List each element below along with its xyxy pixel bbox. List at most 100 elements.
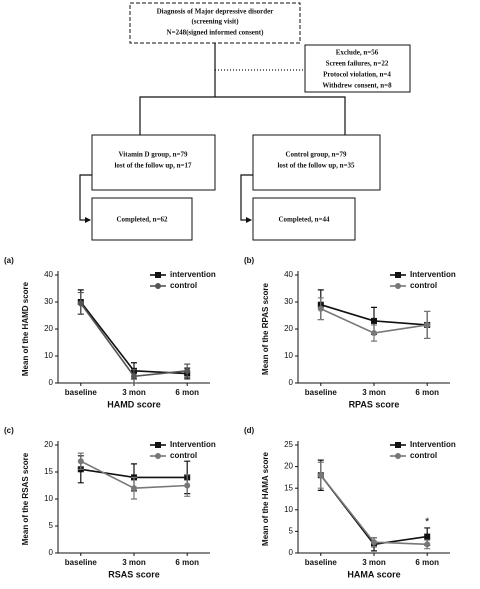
y-tick-label: 25 (284, 440, 293, 449)
legend-label: Intervention (170, 440, 216, 449)
y-tick-label: 10 (284, 351, 293, 360)
screening-box (129, 2, 301, 44)
marker (131, 485, 137, 492)
marker (424, 533, 431, 540)
legend-label: control (170, 281, 197, 290)
y-tick-label: 20 (44, 324, 53, 333)
y-tick-label: 20 (44, 440, 53, 449)
x-axis-title: HAMA score (347, 569, 400, 579)
y-tick-label: 20 (284, 462, 293, 471)
y-axis-title: Mean of the RPAS score (261, 283, 270, 375)
legend-label: Intervention (410, 270, 456, 279)
vitamin-d-box (91, 134, 216, 191)
panel-label: (d) (244, 426, 255, 435)
x-axis-title: HAMD score (107, 399, 161, 409)
y-tick-label: 5 (49, 521, 54, 530)
legend-label: control (410, 451, 437, 460)
screening-text: (screening visit) (191, 18, 239, 26)
completed-text: Completed, n=44 (278, 216, 330, 224)
completed-text: Completed, n=62 (116, 216, 168, 224)
marker (317, 472, 324, 479)
screening-text: Diagnosis of Major depressive disorder (157, 8, 274, 16)
x-tick-label: baseline (305, 558, 338, 567)
flowchart: Diagnosis of Major depressive disorder (… (79, 2, 411, 241)
completed-box (91, 197, 193, 241)
y-tick-label: 10 (44, 351, 53, 360)
y-axis-title: Mean of the HAMA score (261, 451, 270, 545)
legend-label: Intervention (410, 440, 456, 449)
exclude-text: Exclude, n=56 (336, 49, 379, 57)
legend-marker (155, 453, 161, 459)
marker (424, 321, 431, 328)
x-tick-label: 6 mon (415, 388, 439, 397)
x-tick-label: baseline (65, 558, 98, 567)
exclude-box (304, 44, 411, 93)
x-tick-label: 6 mon (175, 558, 199, 567)
x-axis-title: RSAS score (108, 569, 160, 579)
legend-marker (395, 283, 401, 289)
completed-box (252, 197, 356, 241)
vitamin-d-text: Vitamin D group, n=79 (119, 151, 188, 159)
marker (371, 317, 377, 324)
y-axis-title: Mean of the RSAS score (21, 452, 30, 545)
control-text: Control group, n=79 (285, 151, 347, 159)
annotation: * (425, 516, 430, 528)
legend-label: intervention (170, 270, 216, 279)
control-text: lost of the follow up, n=35 (277, 162, 355, 170)
y-tick-label: 10 (44, 494, 53, 503)
legend-label: control (170, 451, 197, 460)
legend-marker (395, 442, 401, 448)
y-tick-label: 5 (289, 527, 294, 536)
panel-label: (b) (244, 256, 255, 265)
screening-text: N=248(signed informed consent) (167, 29, 265, 37)
legend-marker (395, 272, 401, 278)
series-line (320, 474, 428, 546)
marker (77, 458, 84, 465)
connector (79, 174, 92, 223)
marker (184, 367, 191, 374)
x-tick-label: baseline (305, 388, 338, 397)
x-tick-label: 3 mon (362, 388, 386, 397)
marker (184, 482, 191, 489)
y-tick-label: 40 (284, 270, 293, 279)
x-axis-title: RPAS score (349, 399, 400, 409)
marker (424, 541, 431, 548)
legend-marker (155, 283, 161, 289)
legend-marker (155, 442, 161, 448)
control-box (252, 134, 381, 191)
series-line (320, 474, 428, 546)
x-tick-label: baseline (65, 388, 98, 397)
vitamin-d-text: lost of the follow up, n=17 (114, 162, 192, 170)
y-tick-label: 30 (44, 297, 53, 306)
y-tick-label: 15 (44, 467, 53, 476)
marker (131, 373, 137, 380)
y-tick-label: 40 (44, 270, 53, 279)
connector (240, 174, 253, 223)
y-tick-label: 15 (284, 483, 293, 492)
legend-marker (395, 453, 401, 459)
y-tick-label: 10 (284, 505, 293, 514)
marker (371, 539, 377, 546)
exclude-text: Withdrew consent, n=8 (322, 82, 392, 90)
legend-marker (155, 272, 161, 278)
exclude-text: Screen failures, n=22 (326, 60, 389, 68)
y-tick-label: 0 (49, 378, 54, 387)
y-tick-label: 0 (289, 378, 294, 387)
x-tick-label: 3 mon (122, 558, 146, 567)
x-tick-label: 3 mon (122, 388, 146, 397)
panel-label: (a) (4, 256, 14, 265)
x-tick-label: 3 mon (362, 558, 386, 567)
y-tick-label: 0 (49, 548, 54, 557)
y-tick-label: 0 (289, 548, 294, 557)
connector (139, 96, 346, 135)
panel-label: (c) (4, 426, 14, 435)
legend-label: control (410, 281, 437, 290)
marker (77, 300, 84, 307)
y-axis-title: Mean of the HAMD score (21, 281, 30, 376)
x-tick-label: 6 mon (175, 388, 199, 397)
exclude-text: Protocol violation, n=4 (323, 71, 391, 79)
marker (317, 305, 324, 312)
y-tick-label: 30 (284, 297, 293, 306)
x-tick-label: 6 mon (415, 558, 439, 567)
